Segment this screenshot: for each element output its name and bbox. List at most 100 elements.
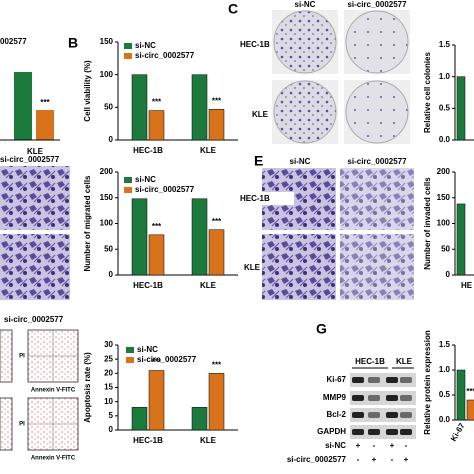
column-label: si-circ_0002577 (347, 157, 407, 166)
y-tick-label: 1.5 (439, 340, 451, 349)
bar (148, 110, 165, 141)
x-tick-label: HE (461, 281, 473, 290)
micrograph (0, 166, 70, 230)
y-axis-label: Cell viability (%) (83, 60, 92, 122)
band (368, 377, 380, 383)
x-tick-label: KLE (200, 281, 217, 290)
band (400, 377, 412, 383)
panel-letter: B (68, 35, 78, 51)
axis-label: PI (19, 354, 25, 360)
y-tick-label: 25 (104, 354, 113, 363)
y-tick-label: 100 (100, 70, 114, 79)
column-label: si-circ_0002577 (347, 0, 407, 9)
y-axis-label: Number of migrated cells (83, 175, 92, 272)
bar (131, 407, 148, 431)
protein-label: MMP9 (323, 393, 347, 402)
legend-swatch (124, 177, 132, 183)
band (400, 429, 412, 435)
cell-line: KLE (396, 357, 413, 366)
axis-label: Annexin V-FITC (31, 456, 76, 462)
treatment-label: si-NC (325, 441, 346, 450)
sign: + (404, 455, 409, 464)
bar (466, 399, 474, 421)
band (352, 429, 364, 435)
column-label: si-circ_0002577 (0, 155, 60, 164)
legend-label: si-circ_0002577 (135, 51, 195, 60)
micrograph (262, 234, 336, 300)
band (400, 412, 412, 418)
row-label: HEC-1B (240, 40, 270, 49)
micrograph (340, 234, 414, 300)
micrograph (0, 234, 70, 300)
panel-letter: E (254, 153, 263, 169)
band (352, 377, 364, 383)
legend-swatch (124, 53, 132, 59)
plate (345, 80, 409, 144)
y-tick-label: 1.0 (439, 365, 451, 374)
bar (148, 234, 165, 276)
legend-label: si-NC (135, 41, 156, 50)
significance: *** (40, 98, 50, 107)
band (386, 377, 398, 383)
y-tick-label: 20 (104, 368, 113, 377)
y-tick-label: 50 (104, 244, 113, 253)
y-tick-label: 0 (109, 135, 114, 144)
y-tick-label: 15 (104, 383, 113, 392)
legend-label: si-circ_0002577 (137, 355, 197, 364)
y-tick-label: 150 (100, 193, 114, 202)
legend-text: 002577 (0, 37, 27, 46)
y-tick-label: 1.0 (439, 72, 451, 81)
y-tick-label: 0.5 (439, 390, 451, 399)
significance: *** (152, 222, 162, 231)
legend-label: si-NC (135, 175, 156, 184)
significance: *** (212, 360, 222, 369)
y-tick-label: 150 (437, 193, 451, 202)
panel-letter: G (316, 321, 327, 337)
y-tick-label: 50 (441, 244, 450, 253)
x-tick-label: Ki-67 (449, 421, 467, 443)
y-axis-label: Apoptosis rate (%) (83, 352, 92, 423)
blot (350, 391, 416, 405)
band (368, 429, 380, 435)
y-tick-label: 0.5 (439, 103, 451, 112)
plate (345, 10, 409, 74)
bar (456, 203, 466, 276)
treatment-label: si-circ_0002577 (287, 455, 347, 464)
significance: *** (152, 98, 162, 107)
legend-swatch (124, 187, 132, 193)
sign: - (373, 441, 376, 450)
y-tick-label: 5 (109, 411, 114, 420)
y-tick-label: 200 (437, 167, 451, 176)
blot (350, 373, 416, 387)
legend-label: si-circ_0002577 (135, 185, 195, 194)
y-tick-label: 0 (109, 270, 114, 279)
bar (208, 109, 225, 141)
band (386, 429, 398, 435)
legend-swatch (126, 357, 134, 363)
y-tick-label: 10 (104, 397, 113, 406)
category-label: KLE (27, 147, 44, 156)
protein-label: Ki-67 (326, 375, 346, 384)
column-label: si-NC (295, 0, 316, 9)
bar (456, 76, 466, 141)
x-tick-label: HEC-1B (133, 436, 163, 445)
significance: *** (152, 358, 162, 367)
band (352, 395, 364, 401)
y-tick-label: 0 (446, 270, 451, 279)
legend-swatch (124, 43, 132, 49)
flow-plot (0, 397, 13, 451)
y-tick-label: 30 (104, 340, 113, 349)
band (368, 395, 380, 401)
band (386, 412, 398, 418)
protein-label: Bcl-2 (326, 410, 346, 419)
x-tick-label: KLE (200, 146, 217, 155)
y-axis-label: Relative protein expression (423, 330, 432, 435)
micrograph (340, 168, 414, 230)
y-axis-label: Number of invaded cells (423, 177, 432, 270)
legend-label: si-NC (137, 345, 158, 354)
y-tick-label: 100 (100, 219, 114, 228)
sign: - (405, 441, 408, 450)
bar (14, 72, 32, 140)
bar (36, 110, 54, 140)
